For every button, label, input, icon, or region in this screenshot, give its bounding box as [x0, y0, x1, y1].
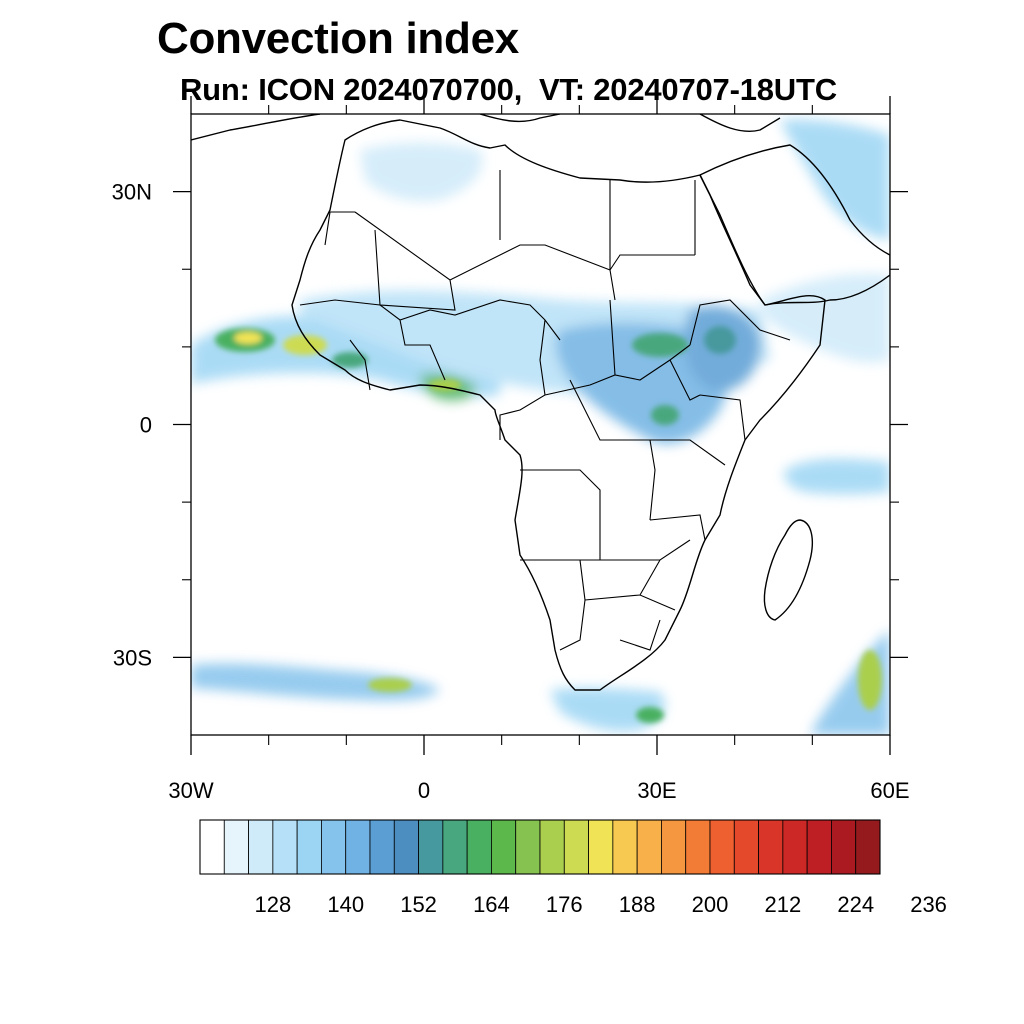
convection-core-indian-ocean — [858, 650, 882, 710]
colorbar-swatch — [588, 819, 614, 875]
colorbar-swatch — [709, 819, 735, 875]
colorbar-swatch — [296, 819, 322, 875]
convection-core-atlantic-max — [234, 332, 262, 344]
colorbar-labels: 128 140 152 164 176 188 200 212 224 236 — [254, 892, 946, 917]
colorbar-swatch — [733, 819, 759, 875]
border-lines-west — [299, 299, 561, 391]
convection-area-persian-gulf — [780, 119, 890, 240]
lon-label: 0 — [418, 778, 430, 803]
axis-ticks — [173, 96, 908, 755]
colorbar-label: 152 — [400, 892, 437, 917]
colorbar-swatch — [636, 819, 662, 875]
colorbar-swatch — [321, 819, 347, 875]
convection-area-south-africa-coast — [550, 687, 665, 732]
colorbar-swatch — [563, 819, 589, 875]
lat-label: 0 — [140, 413, 152, 438]
colorbar-label: 164 — [473, 892, 510, 917]
colorbar-swatch — [418, 819, 444, 875]
latitude-labels: 30N 0 30S — [112, 180, 152, 671]
convection-area-arabia — [760, 273, 890, 363]
colorbar-swatch — [223, 819, 249, 875]
europe-coastline — [191, 114, 781, 141]
lon-label: 30E — [637, 778, 676, 803]
border-lines-east — [650, 299, 791, 466]
colorbar — [199, 819, 881, 875]
convection-core-lake-victoria — [651, 405, 679, 425]
lat-label: 30S — [113, 645, 152, 670]
colorbar-swatch — [782, 819, 808, 875]
africa-coastline — [291, 119, 826, 691]
colorbar-swatch — [491, 819, 517, 875]
chart-subtitle: Run: ICON 2024070700, VT: 20240707-18UTC — [180, 72, 837, 107]
convection-area-central-africa — [555, 322, 729, 444]
lat-label: 30N — [112, 180, 152, 205]
border-lines-south — [520, 469, 706, 651]
colorbar-label: 200 — [692, 892, 729, 917]
convection-core-south-atlantic — [368, 678, 412, 692]
longitude-labels: 30W 0 30E 60E — [168, 778, 909, 803]
colorbar-label: 188 — [619, 892, 656, 917]
colorbar-swatch — [661, 819, 687, 875]
convection-area-south-atlantic — [191, 663, 440, 701]
colorbar-swatch — [248, 819, 274, 875]
chart-title: Convection index — [157, 14, 519, 63]
colorbar-swatch — [539, 819, 565, 875]
convection-area-sahara-north — [360, 142, 483, 202]
colorbar-swatch — [831, 819, 857, 875]
colorbar-label: 212 — [764, 892, 801, 917]
country-borders — [299, 170, 791, 651]
colorbar-swatch — [466, 819, 492, 875]
border-lines-central — [499, 299, 691, 521]
colorbar-frame — [199, 819, 881, 875]
convection-core-sw-indian-ocean — [636, 707, 664, 723]
colorbar-label: 176 — [546, 892, 583, 917]
colorbar-swatch — [515, 819, 541, 875]
colorbar-swatch — [442, 819, 468, 875]
colorbar-swatch — [345, 819, 371, 875]
madagascar-coastline — [763, 519, 813, 621]
colorbar-label: 224 — [837, 892, 874, 917]
colorbar-swatch — [272, 819, 298, 875]
convection-field-layer — [191, 119, 890, 735]
colorbar-label: 236 — [910, 892, 947, 917]
convection-core-sudan — [632, 333, 688, 357]
colorbar-swatch — [393, 819, 419, 875]
convection-core-guinea — [332, 352, 368, 368]
colorbar-swatch — [612, 819, 638, 875]
map-frame-background — [191, 114, 890, 735]
lon-label: 30W — [168, 778, 213, 803]
border-lines-north — [324, 170, 696, 311]
colorbar-swatch — [199, 819, 225, 875]
colorbar-swatch — [685, 819, 711, 875]
colorbar-label: 140 — [327, 892, 364, 917]
convection-core-ethiopia — [704, 326, 736, 354]
colorbar-swatch — [806, 819, 832, 875]
colorbar-swatch — [855, 819, 881, 875]
colorbar-label: 128 — [254, 892, 291, 917]
convection-area-madagascar-east — [784, 458, 890, 495]
colorbar-swatch — [369, 819, 395, 875]
colorbar-swatch — [758, 819, 784, 875]
lon-label: 60E — [870, 778, 909, 803]
